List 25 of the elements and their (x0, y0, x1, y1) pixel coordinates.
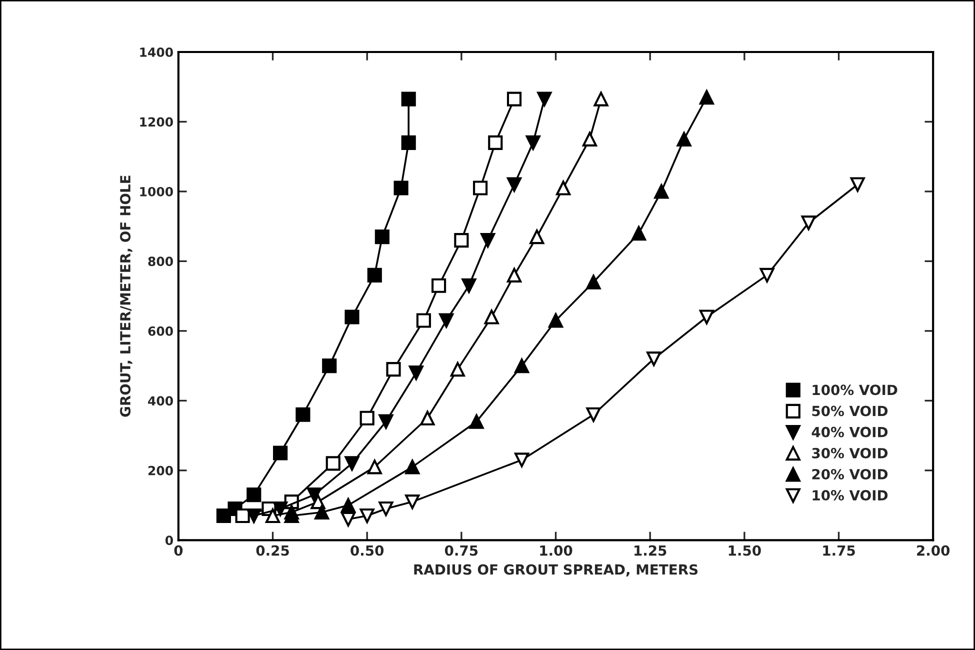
legend-label: 10% VOID (812, 490, 888, 501)
x-tick-label: 0.50 (350, 545, 384, 556)
legend-label: 40% VOID (812, 426, 888, 438)
y-tick-label: 1200 (140, 117, 173, 127)
y-tick-label: 600 (148, 326, 173, 336)
legend-label: 100% VOID (812, 384, 898, 396)
x-tick-label: 1.75 (823, 545, 855, 556)
y-tick-label: 800 (148, 256, 173, 266)
legend-label: 20% VOID (812, 468, 888, 480)
y-tick-label: 1400 (140, 47, 173, 57)
y-tick-label: 200 (148, 466, 173, 476)
x-tick-label: 1.50 (728, 545, 761, 556)
x-tick-label: 1.25 (634, 545, 666, 556)
legend-label: 50% VOID (812, 406, 888, 416)
x-tick-label: 0.25 (256, 545, 289, 556)
y-tick-label: 400 (148, 396, 173, 406)
legend-label: 30% VOID (812, 448, 888, 458)
y-axis-title: GROUT, LITER/METER, OF HOLE (120, 176, 132, 417)
x-tick-label: 0.75 (444, 545, 478, 556)
y-tick-label: 1000 (140, 186, 173, 196)
y-tick-label: 0 (165, 536, 173, 546)
x-tick-label: 2.00 (917, 545, 950, 556)
x-axis-title: RADIUS OF GROUT SPREAD, METERS (414, 564, 698, 577)
x-tick-label: 0 (174, 545, 183, 556)
x-tick-label: 1.00 (540, 545, 572, 556)
